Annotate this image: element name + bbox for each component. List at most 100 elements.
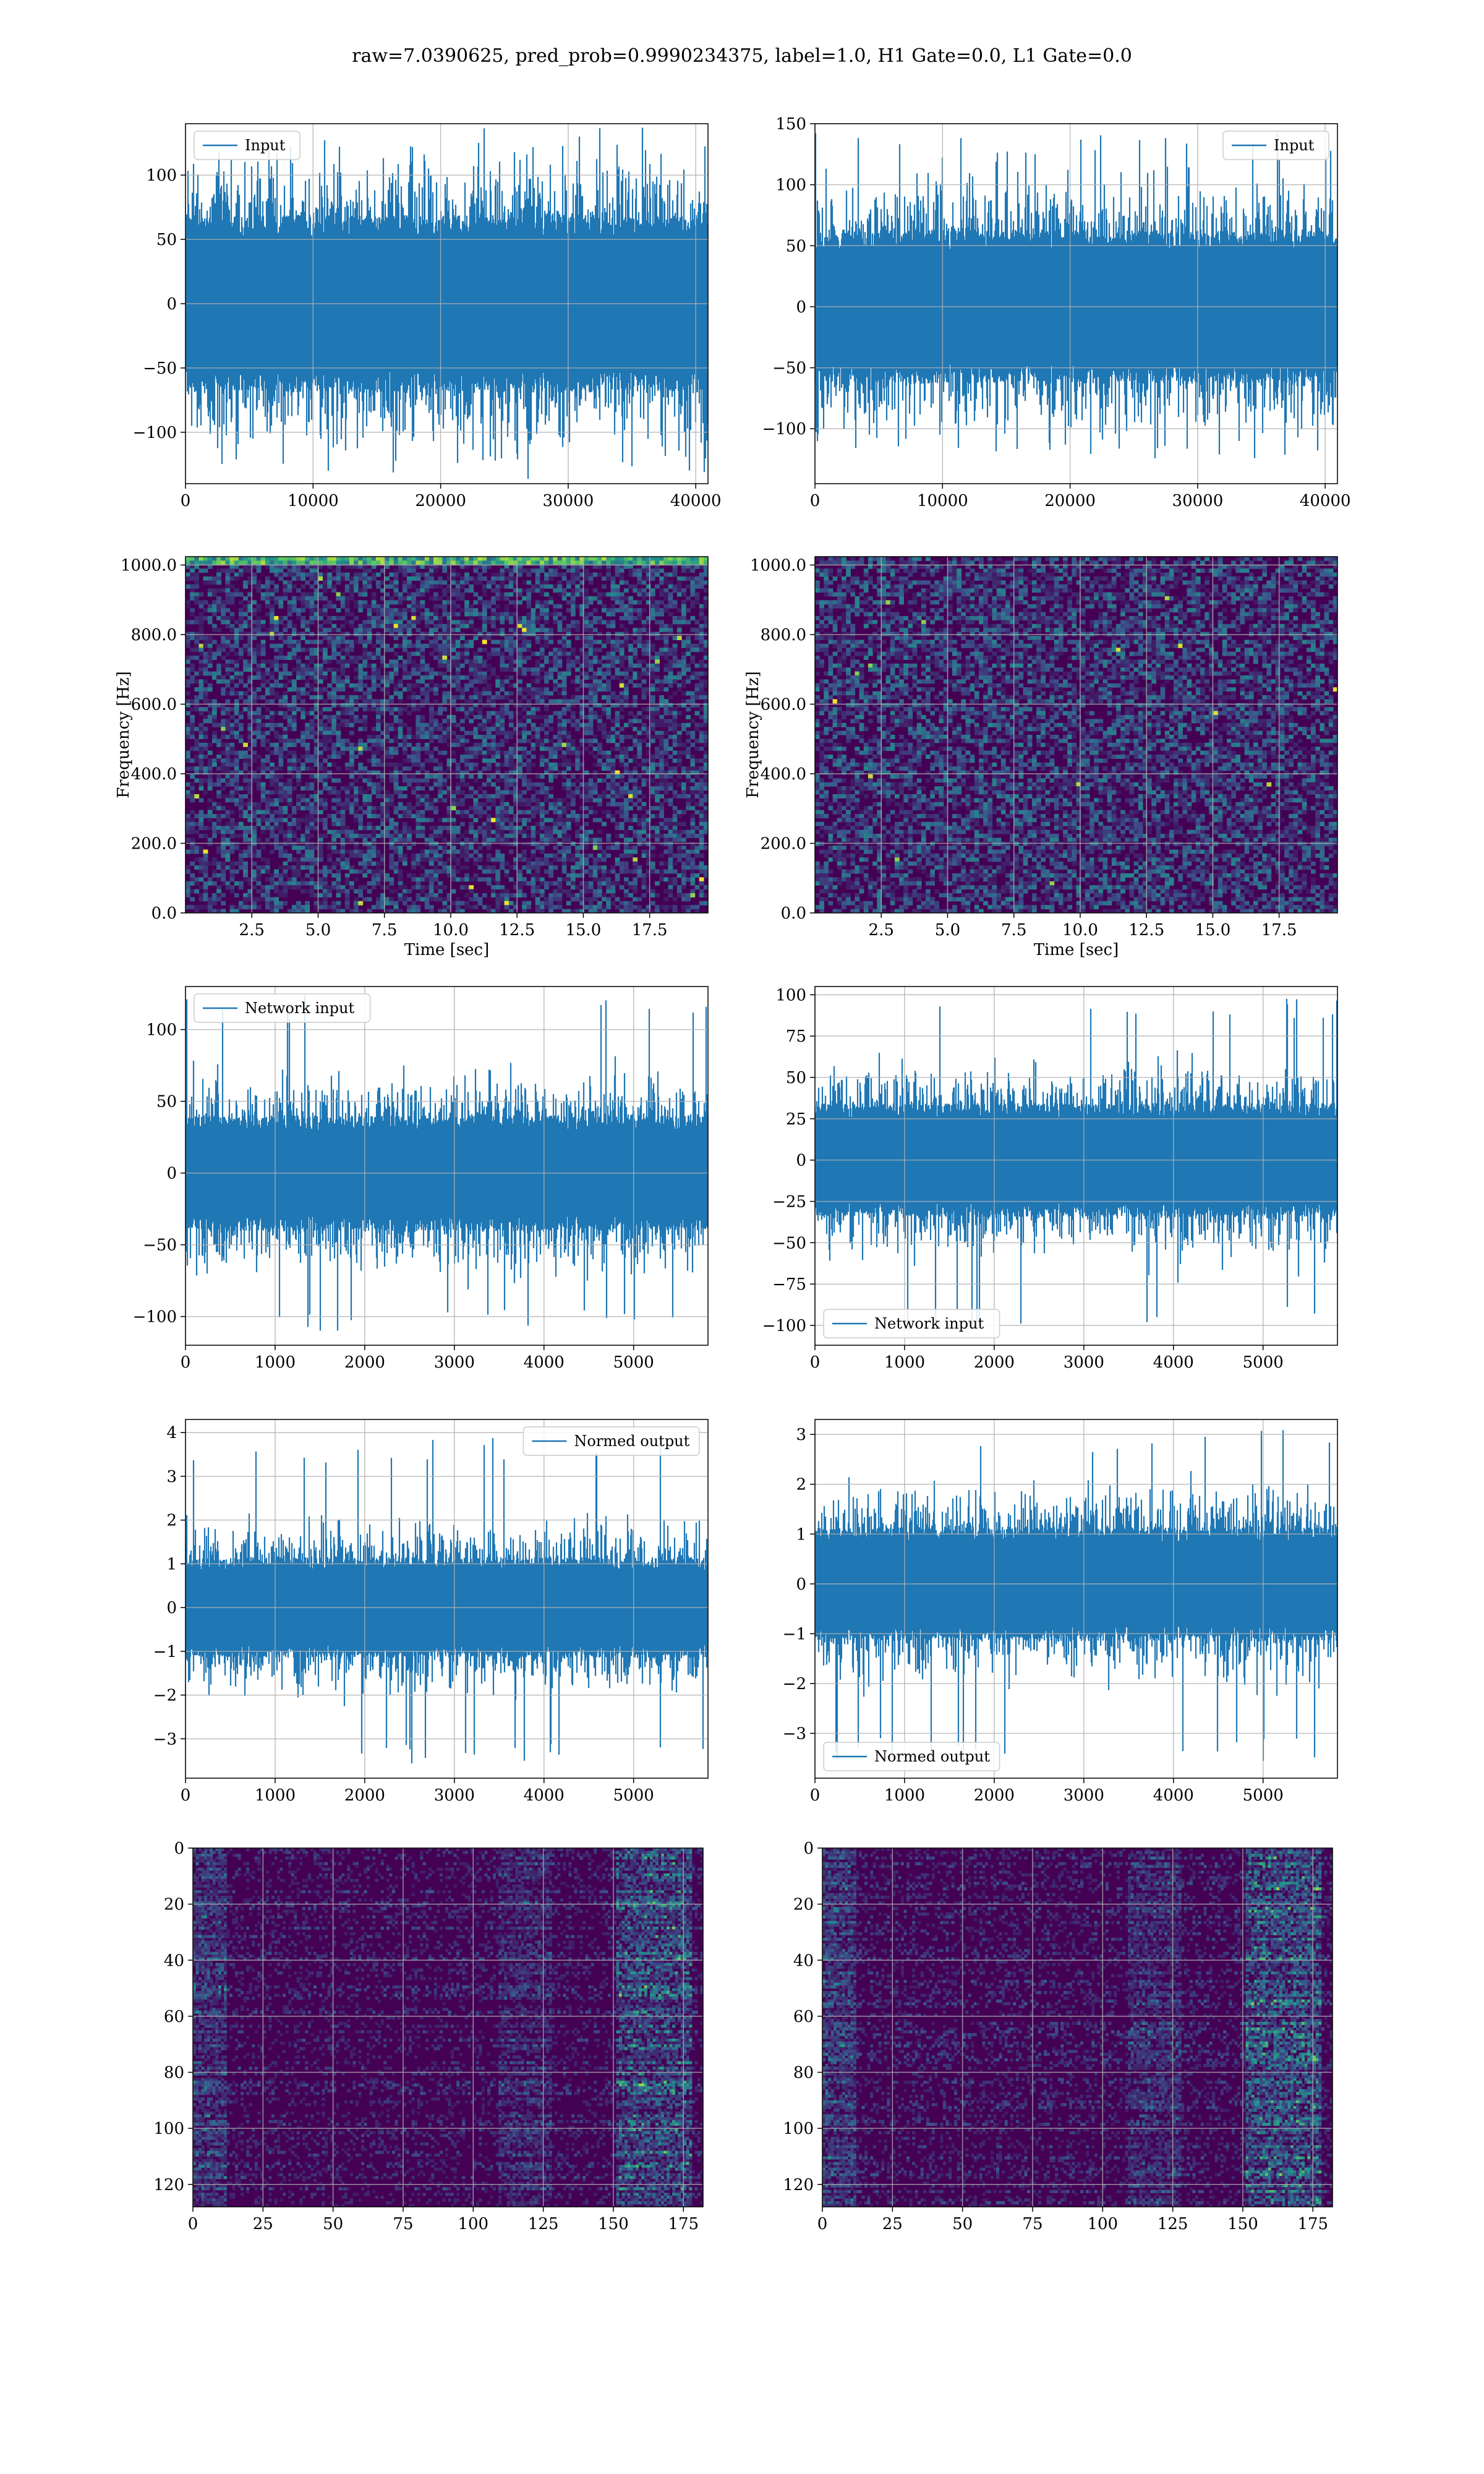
heatmap-cell xyxy=(544,695,549,700)
heatmap-cell xyxy=(455,742,461,747)
heatmap-cell xyxy=(500,738,505,743)
heatmap-cell xyxy=(301,711,305,716)
heatmap-cell xyxy=(270,834,275,838)
heatmap-cell xyxy=(477,722,483,727)
heatmap-cell xyxy=(446,893,452,897)
heatmap-cell xyxy=(349,770,354,775)
heatmap-cell xyxy=(389,747,394,751)
heatmap-cell xyxy=(407,576,412,581)
heatmap-cell xyxy=(539,762,545,767)
heatmap-cell xyxy=(420,612,425,617)
heatmap-cell xyxy=(411,568,416,573)
heatmap-cell xyxy=(451,592,456,597)
heatmap-cell xyxy=(362,557,368,561)
heatmap-cell xyxy=(340,865,346,870)
heatmap-cell xyxy=(358,663,364,668)
heatmap-cell xyxy=(186,730,190,735)
heatmap-cell xyxy=(535,873,540,878)
heatmap-cell xyxy=(340,806,346,811)
heatmap-cell xyxy=(380,834,385,838)
heatmap-cell xyxy=(216,865,221,870)
heatmap-cell xyxy=(385,560,390,565)
heatmap-cell xyxy=(309,695,315,700)
heatmap-cell xyxy=(526,766,532,771)
heatmap-cell xyxy=(407,829,412,834)
heatmap-cell xyxy=(571,596,576,601)
heatmap-cell xyxy=(194,656,200,660)
heatmap-cell xyxy=(446,651,452,656)
heatmap-cell xyxy=(296,707,301,712)
heatmap-cell xyxy=(518,889,522,894)
heatmap-cell xyxy=(424,722,430,727)
heatmap-cell xyxy=(371,616,377,620)
heatmap-cell xyxy=(579,873,585,878)
heatmap-cell xyxy=(305,592,310,597)
heatmap-cell xyxy=(575,829,580,834)
heatmap-cell xyxy=(442,564,448,569)
heatmap-cell xyxy=(283,881,288,886)
heatmap-cell xyxy=(438,829,443,834)
heatmap-cell xyxy=(309,671,315,676)
heatmap-cell xyxy=(362,568,368,573)
heatmap-cell xyxy=(433,584,438,589)
heatmap-cell xyxy=(451,683,456,688)
heatmap-cell xyxy=(482,691,487,696)
heatmap-cell xyxy=(260,735,266,739)
heatmap-cell xyxy=(287,636,292,640)
heatmap-cell xyxy=(212,612,217,617)
heatmap-cell xyxy=(393,572,399,577)
heatmap-cell xyxy=(446,730,452,735)
heatmap-cell xyxy=(291,841,297,846)
heatmap-cell xyxy=(278,735,284,739)
heatmap-cell xyxy=(358,742,364,747)
heatmap-cell xyxy=(407,596,412,601)
heatmap-cell xyxy=(362,651,368,656)
heatmap-cell xyxy=(446,814,452,818)
heatmap-cell xyxy=(274,798,279,803)
heatmap-cell xyxy=(190,798,195,803)
heatmap-cell xyxy=(544,620,549,625)
heatmap-cell xyxy=(336,893,341,897)
heatmap-cell xyxy=(252,656,257,660)
heatmap-cell xyxy=(309,631,315,636)
heatmap-cell xyxy=(238,738,244,743)
heatmap-cell xyxy=(216,643,221,648)
heatmap-cell xyxy=(460,663,465,668)
heatmap-cell xyxy=(420,834,425,838)
heatmap-cell xyxy=(393,707,399,712)
heatmap-cell xyxy=(313,608,319,613)
heatmap-cell xyxy=(331,616,337,620)
heatmap-cell xyxy=(566,608,571,613)
heatmap-cell xyxy=(491,695,496,700)
heatmap-cell xyxy=(473,735,479,739)
heatmap-cell xyxy=(216,576,221,581)
heatmap-cell xyxy=(229,778,235,783)
heatmap-cell xyxy=(278,826,284,831)
heatmap-cell xyxy=(313,695,319,700)
heatmap-cell xyxy=(575,560,580,565)
heatmap-cell xyxy=(561,572,567,577)
heatmap-cell xyxy=(539,568,545,573)
heatmap-cell xyxy=(482,735,487,739)
heatmap-cell xyxy=(340,711,346,716)
heatmap-cell xyxy=(247,659,253,664)
heatmap-cell xyxy=(305,834,310,838)
heatmap-cell xyxy=(349,865,354,870)
heatmap-cell xyxy=(477,612,483,617)
heatmap-cell xyxy=(477,616,483,620)
heatmap-cell xyxy=(433,640,438,644)
heatmap-cell xyxy=(198,667,204,672)
heatmap-cell xyxy=(508,643,514,648)
legend-box xyxy=(194,131,301,160)
heatmap-cell xyxy=(221,766,226,771)
heatmap-cell xyxy=(229,707,235,712)
heatmap-cell xyxy=(305,683,310,688)
heatmap-cell xyxy=(270,909,275,913)
heatmap-cell xyxy=(318,675,323,680)
heatmap-cell xyxy=(336,818,341,823)
heatmap-cell xyxy=(291,715,297,719)
heatmap-cell xyxy=(500,557,505,561)
heatmap-cell xyxy=(544,854,549,858)
heatmap-cell xyxy=(344,711,350,716)
heatmap-cell xyxy=(291,727,297,732)
